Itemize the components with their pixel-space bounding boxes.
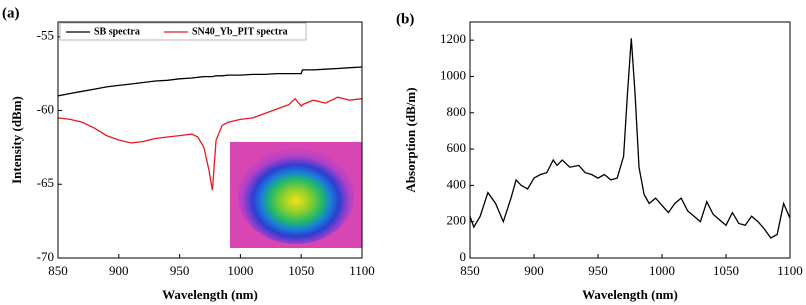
legend-label: SN40_Yb_PIT spectra <box>192 26 288 37</box>
data-line <box>470 38 790 238</box>
x-tick-label: 1050 <box>713 263 739 278</box>
y-axis-label: Absorption (dB/m) <box>403 87 418 192</box>
y-tick-label: -55 <box>37 28 54 43</box>
y-tick-label: 0 <box>460 249 467 264</box>
data-line <box>58 67 362 96</box>
y-tick-label: 600 <box>447 140 467 155</box>
x-axis-label: Wavelength (nm) <box>582 287 678 302</box>
panel-label: (a) <box>2 5 20 21</box>
inset-spot <box>238 148 354 244</box>
y-tick-label: 200 <box>447 213 467 228</box>
x-tick-label: 950 <box>588 263 608 278</box>
figure: 850 900 950 1000 1050 1100 -70 -65 -60 -55 Wavelen… <box>0 0 806 305</box>
x-tick-label: 1100 <box>777 263 803 278</box>
y-tick-label: 1000 <box>440 67 466 82</box>
x-tick-label: 850 <box>460 263 480 278</box>
y-tick-label: -65 <box>37 175 54 190</box>
x-tick-label: 1100 <box>349 263 375 278</box>
legend-label: SB spectra <box>94 26 140 37</box>
x-tick-label: 950 <box>170 263 190 278</box>
x-tick-label: 900 <box>524 263 544 278</box>
y-tick-label: -60 <box>37 101 54 116</box>
x-axis-label: Wavelength (nm) <box>162 287 258 302</box>
x-tick-label: 1000 <box>227 263 253 278</box>
y-tick-label: -70 <box>37 249 54 264</box>
x-tick-label: 900 <box>109 263 129 278</box>
y-tick-label: 400 <box>447 176 467 191</box>
x-tick-label: 850 <box>48 263 68 278</box>
x-tick-label: 1000 <box>649 263 675 278</box>
y-tick-label: 1200 <box>440 31 466 46</box>
panel-label: (b) <box>396 11 414 27</box>
y-tick-label: 800 <box>447 104 467 119</box>
y-axis-label: Intensity (dBm) <box>9 96 24 184</box>
x-tick-label: 1050 <box>288 263 314 278</box>
